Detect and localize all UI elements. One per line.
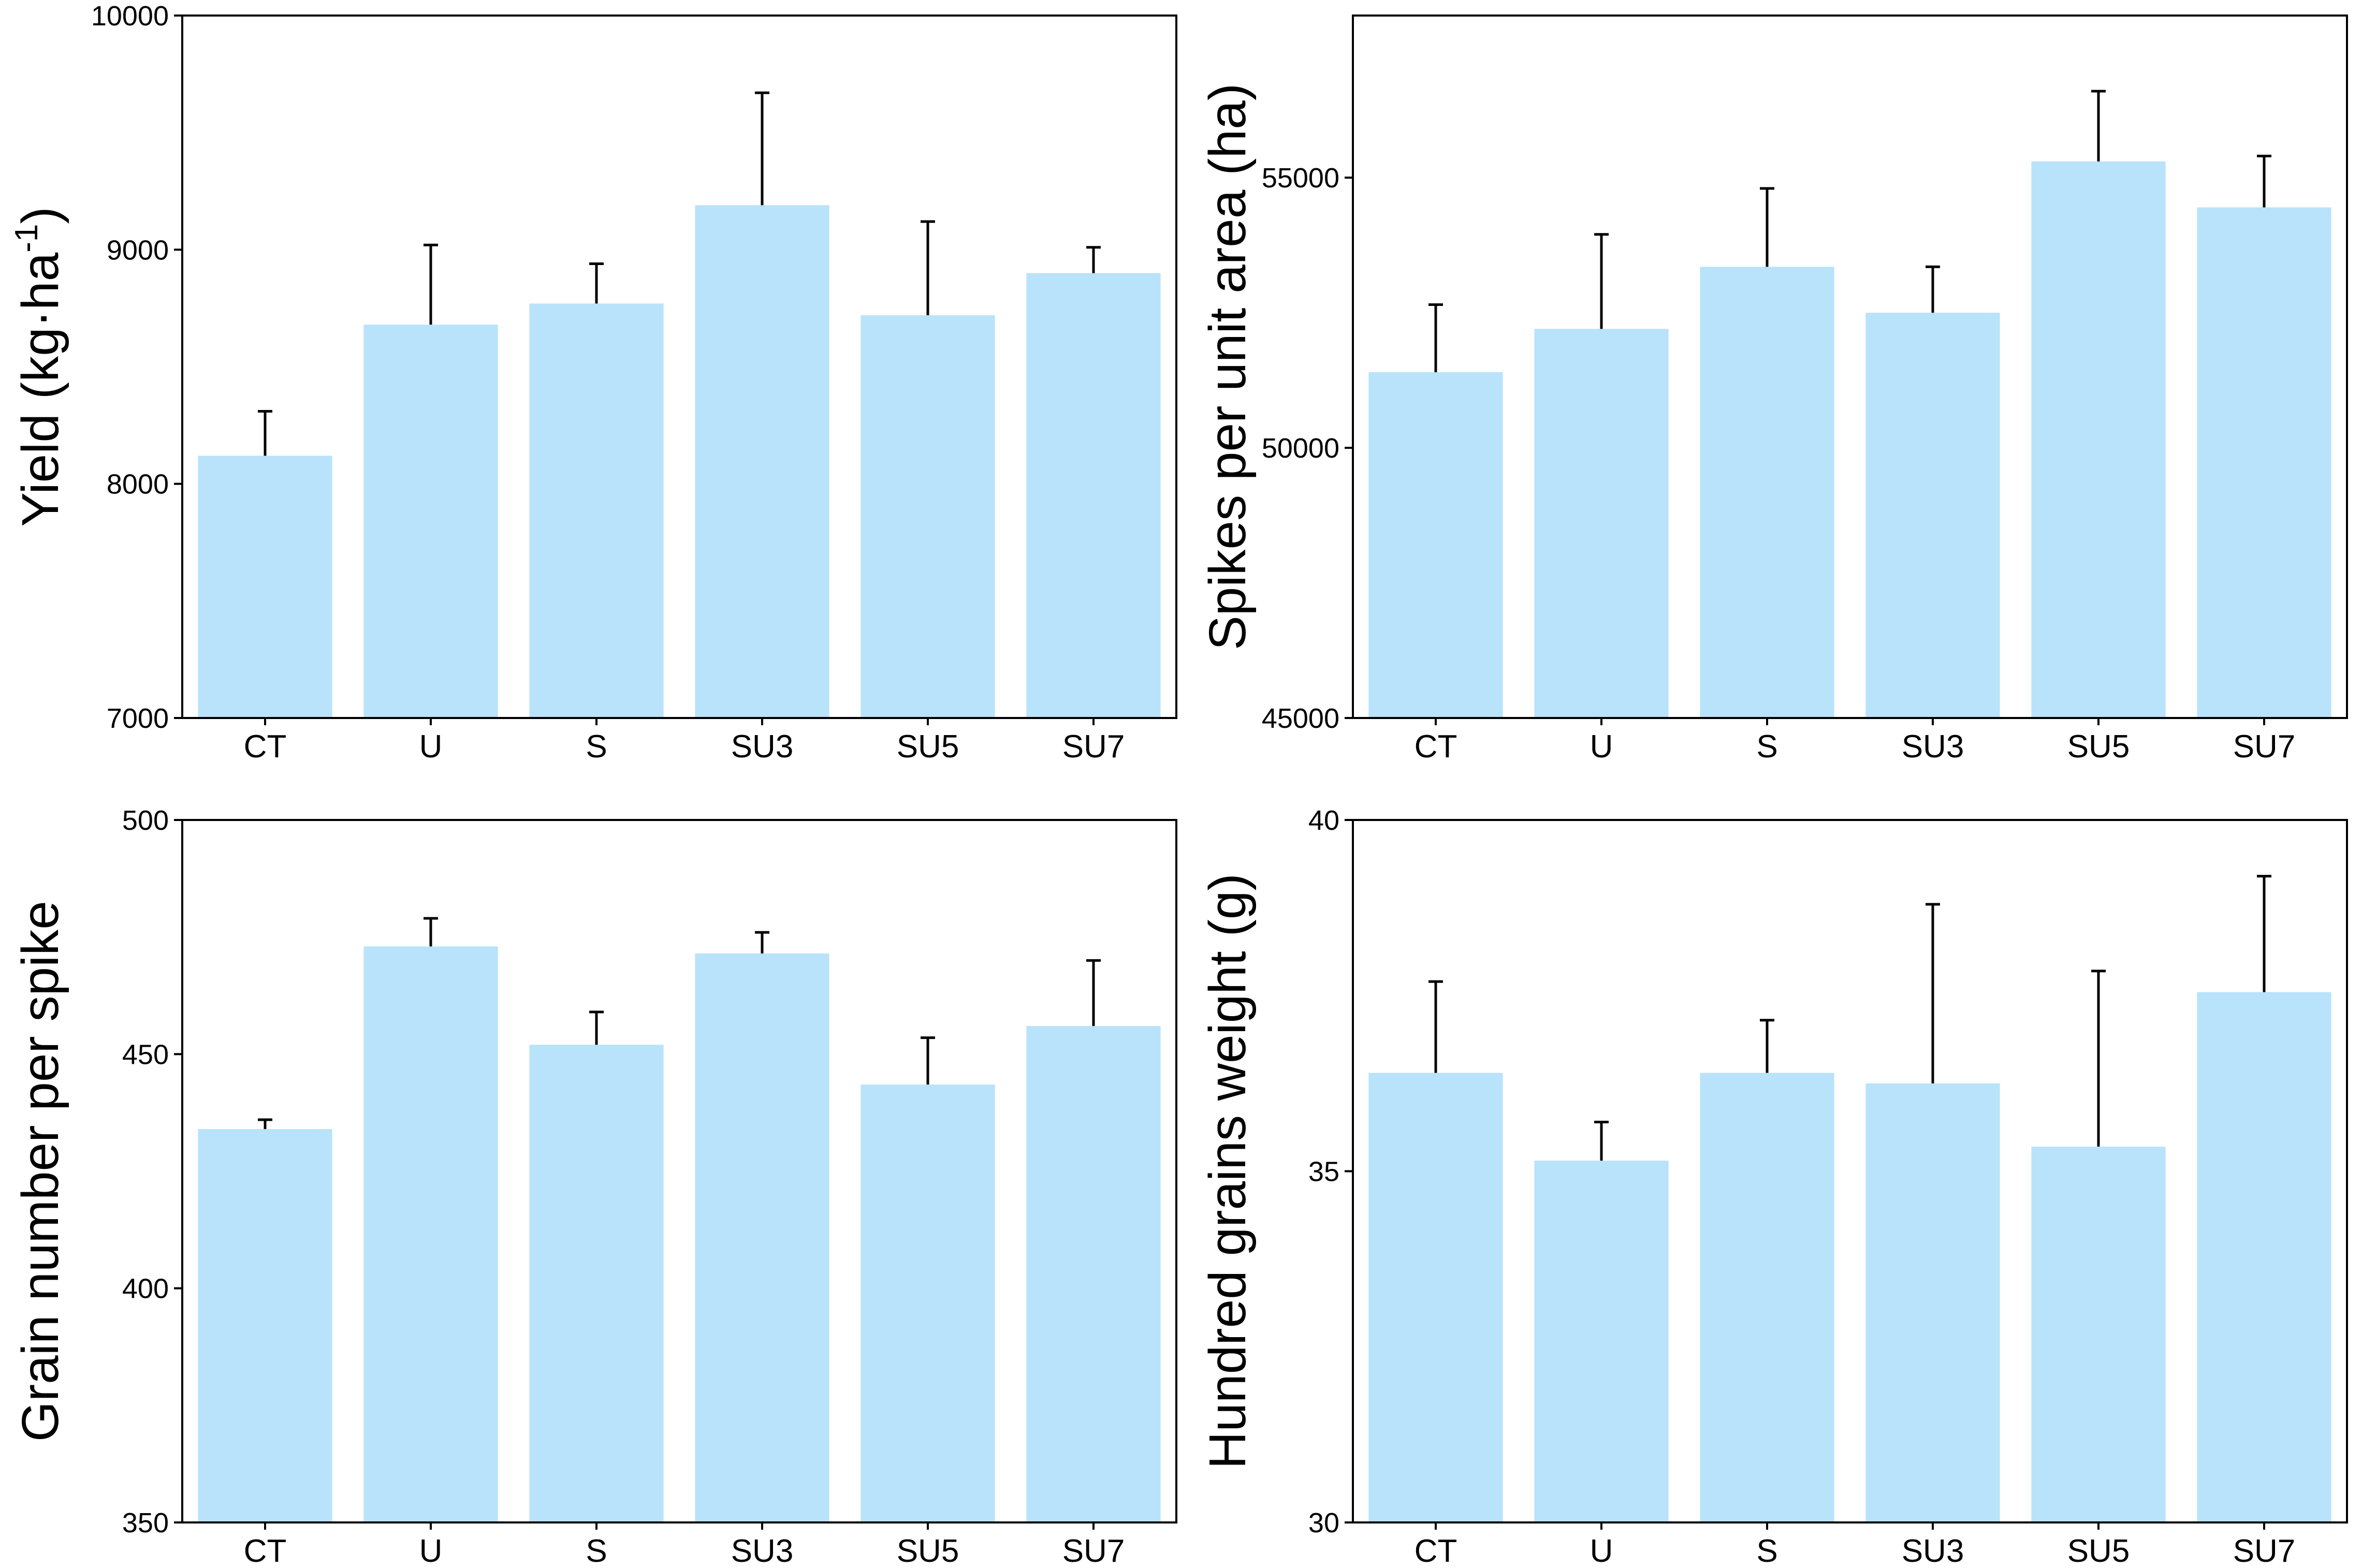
category-label-ct: CT bbox=[244, 1533, 287, 1568]
y-tick-label: 500 bbox=[122, 805, 169, 836]
y-tick-label: 40 bbox=[1308, 805, 1339, 836]
y-tick-label: 45000 bbox=[1262, 703, 1339, 734]
panel-yield: CT U S SU3 SU5 SU7 7000 8000 9000 10000 Yield (kg·… bbox=[9, 1, 1177, 765]
y-tick-label: 55000 bbox=[1262, 163, 1339, 194]
bar-s bbox=[1700, 267, 1834, 718]
category-label-u: U bbox=[1590, 1533, 1613, 1568]
y-tick-label: 8000 bbox=[107, 469, 169, 500]
y-tick-label: 9000 bbox=[107, 235, 169, 266]
category-label-ct: CT bbox=[244, 729, 287, 765]
y-tick-label: 400 bbox=[122, 1273, 169, 1305]
y-tick-label: 10000 bbox=[91, 1, 169, 32]
bar-s bbox=[1700, 1073, 1834, 1522]
plot-frame bbox=[1352, 14, 2348, 719]
bar-su7 bbox=[2197, 207, 2331, 718]
bar-s bbox=[529, 303, 664, 718]
bar-u bbox=[363, 325, 498, 718]
category-label-ct: CT bbox=[1415, 1533, 1457, 1568]
bar-u bbox=[363, 946, 498, 1522]
y-axis-title: Grain number per spike bbox=[11, 901, 69, 1442]
category-label-ct: CT bbox=[1415, 729, 1457, 765]
bar-su3 bbox=[1865, 313, 2000, 718]
bar-su5 bbox=[861, 1085, 995, 1522]
category-label-u: U bbox=[1590, 729, 1613, 765]
bar-u bbox=[1534, 1161, 1669, 1522]
category-label-su3: SU3 bbox=[731, 729, 794, 765]
category-label-u: U bbox=[419, 729, 443, 765]
bar-ct bbox=[198, 1129, 332, 1522]
bar-su5 bbox=[2031, 161, 2166, 718]
bar-su3 bbox=[1865, 1083, 2000, 1522]
y-axis-title: Spikes per unit area (ha) bbox=[1199, 83, 1257, 650]
bar-s bbox=[529, 1045, 664, 1522]
y-tick-label: 450 bbox=[122, 1039, 169, 1070]
bar-ct bbox=[1368, 372, 1503, 718]
category-label-su7: SU7 bbox=[2233, 729, 2296, 765]
category-label-su3: SU3 bbox=[1902, 729, 1964, 765]
bar-su7 bbox=[1026, 273, 1161, 718]
category-label-s: S bbox=[1756, 1533, 1777, 1568]
category-label-su5: SU5 bbox=[2067, 729, 2130, 765]
y-tick-label: 350 bbox=[122, 1507, 169, 1538]
y-axis-title-text: Hundred grains weight (g) bbox=[1199, 873, 1257, 1469]
y-axis-title: Hundred grains weight (g) bbox=[1199, 873, 1257, 1469]
category-label-s: S bbox=[1756, 729, 1777, 765]
plot-frame bbox=[181, 819, 1177, 1523]
y-axis-title-text: Spikes per unit area (ha) bbox=[1199, 83, 1257, 650]
category-label-su5: SU5 bbox=[2067, 1533, 2130, 1568]
y-axis-title: Yield (kg·ha-1) bbox=[9, 207, 69, 526]
bar-su5 bbox=[2031, 1147, 2166, 1522]
y-axis-title-superscript: -1 bbox=[9, 224, 45, 253]
plot-frame bbox=[181, 14, 1177, 719]
y-axis-title-text: Yield (kg·ha bbox=[11, 252, 69, 526]
bar-su5 bbox=[861, 315, 995, 718]
category-label-su7: SU7 bbox=[1062, 1533, 1125, 1568]
category-label-s: S bbox=[586, 729, 607, 765]
panel-grain-number-per-spike: CT U S SU3 SU5 SU7 350 400 450 500 Grain number pe… bbox=[11, 805, 1177, 1568]
category-label-su7: SU7 bbox=[2233, 1533, 2296, 1568]
y-axis-title-suffix: ) bbox=[11, 207, 69, 224]
bar-su3 bbox=[695, 205, 829, 718]
bar-su7 bbox=[2197, 992, 2331, 1522]
bar-ct bbox=[198, 456, 332, 718]
category-label-su3: SU3 bbox=[1902, 1533, 1964, 1568]
y-tick-label: 7000 bbox=[107, 703, 169, 734]
bar-ct bbox=[1368, 1073, 1503, 1522]
y-tick-label: 35 bbox=[1308, 1156, 1339, 1188]
bar-su7 bbox=[1026, 1026, 1161, 1522]
y-tick-label: 30 bbox=[1308, 1507, 1339, 1538]
category-label-su5: SU5 bbox=[897, 729, 959, 765]
y-axis-title-text: Grain number per spike bbox=[11, 901, 69, 1442]
category-label-su7: SU7 bbox=[1062, 729, 1125, 765]
plot-frame bbox=[1352, 819, 2348, 1523]
y-tick-label: 50000 bbox=[1262, 433, 1339, 464]
category-label-su5: SU5 bbox=[897, 1533, 959, 1568]
bar-su3 bbox=[695, 953, 829, 1522]
bar-u bbox=[1534, 329, 1669, 718]
category-label-s: S bbox=[586, 1533, 607, 1568]
category-label-su3: SU3 bbox=[731, 1533, 794, 1568]
category-label-u: U bbox=[419, 1533, 443, 1568]
panel-hundred-grains-weight: CT U S SU3 SU5 SU7 30 35 40 Hundred grains weight… bbox=[1199, 805, 2348, 1568]
